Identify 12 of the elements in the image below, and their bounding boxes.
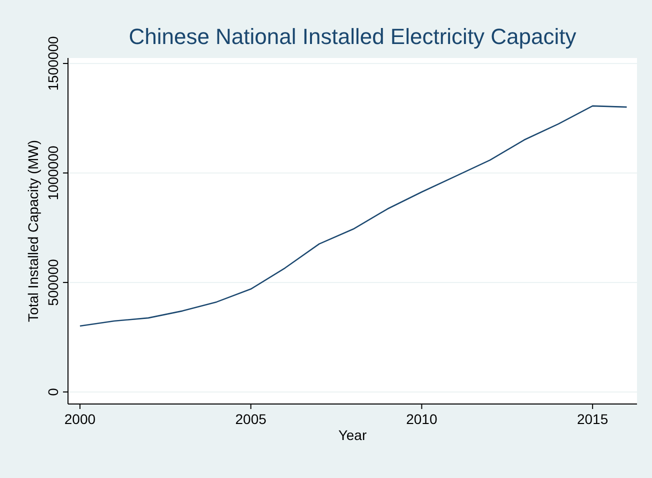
- x-axis-title: Year: [338, 427, 367, 443]
- y-tick-label: 1500000: [45, 36, 61, 91]
- line-series: [79, 105, 628, 327]
- x-tick-label: 2005: [235, 411, 267, 427]
- y-tick-label: 0: [45, 388, 61, 396]
- x-tick-label: 2010: [406, 411, 438, 427]
- y-axis-title: Total Installed Capacity (MW): [25, 140, 41, 322]
- chart-title: Chinese National Installed Electricity Capacity: [128, 24, 576, 49]
- y-tick-label: 1000000: [45, 146, 61, 200]
- x-tick-label: 2015: [576, 411, 608, 427]
- x-tick-label: 2000: [64, 411, 96, 427]
- y-tick-label: 500000: [45, 258, 61, 306]
